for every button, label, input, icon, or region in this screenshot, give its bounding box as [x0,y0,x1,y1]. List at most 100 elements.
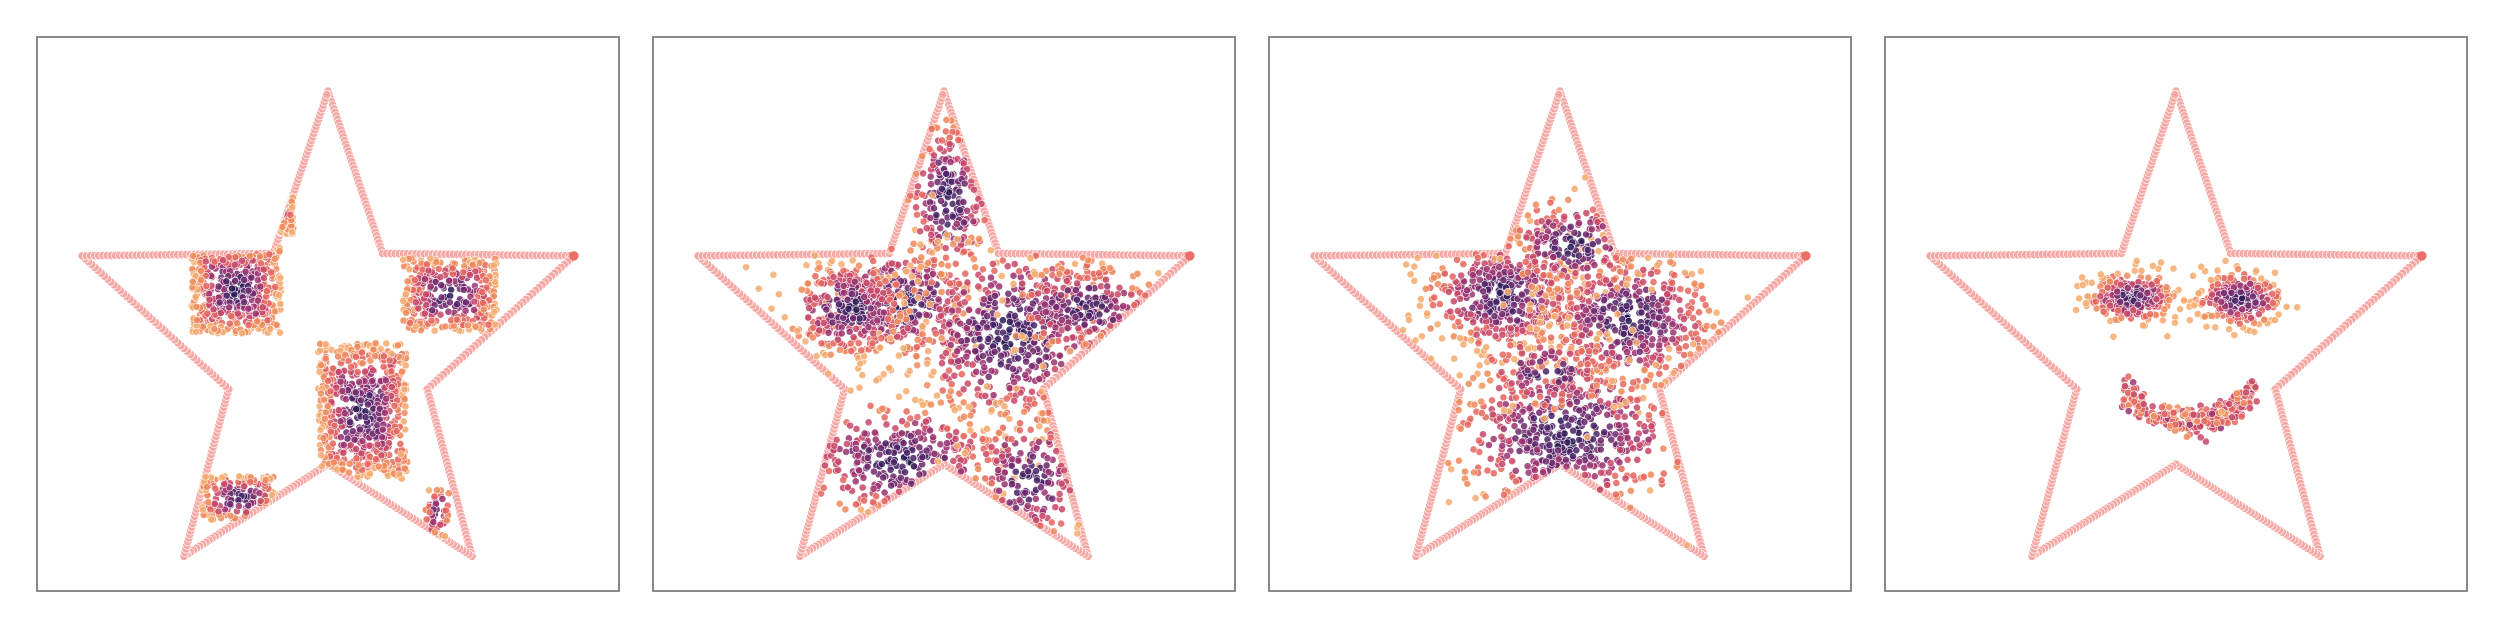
scatter-point [334,352,342,361]
scatter-point [937,270,946,278]
scatter-point [399,316,408,325]
scatter-point [462,298,470,307]
scatter-point [983,382,991,391]
scatter-point [985,355,994,364]
scatter-point [205,295,214,304]
scatter-point [390,401,399,410]
scatter-point [256,252,265,261]
scatter-point [1026,254,1035,263]
scatter-point [214,507,223,516]
scatter-point [955,187,964,196]
scatter-point [399,296,407,305]
scatter-point [987,273,995,282]
scatter-point [320,395,329,404]
scatter-point [841,505,850,514]
scatter-point [974,465,983,473]
scatter-point [317,361,325,370]
scatter-point [1018,279,1027,288]
scatter-point [880,497,889,505]
scatter-point [337,433,345,442]
scatter-point [767,304,776,313]
scatter-point [1074,324,1083,333]
scatter-point [994,335,1003,344]
scatter-point [960,247,969,256]
scatter-point [947,380,956,388]
scatter-point [959,385,968,394]
scatter-point [336,377,345,386]
scatter-point [1001,343,1010,352]
scatter-point [1034,313,1042,322]
scatter-point [899,344,908,353]
scatter-point [1145,280,1153,289]
scatter-point [1006,318,1014,326]
scatter-point [942,116,951,124]
scatter-point [839,476,848,484]
scatter-point [363,460,372,468]
scatter-point [960,449,969,458]
scatter-point [1007,462,1016,470]
scatter-point [954,357,962,365]
scatter-point [987,479,996,488]
scatter-point [375,404,384,413]
scatter-point [1010,260,1019,268]
scatter-point [908,272,916,281]
scatter-point [376,345,385,353]
scatter-point [825,467,833,475]
scatter-point [244,304,253,313]
scatter-point [396,440,405,448]
scatter-point [959,159,968,168]
scatter-point [1084,256,1093,265]
scatter-point [879,473,888,482]
scatter-point [1015,496,1024,504]
scatter-point [950,406,959,414]
scatter-point [446,292,454,300]
scatter-point [912,352,921,361]
scatter-point [406,319,415,327]
scatter-point [470,306,478,314]
scatter-point [328,439,337,448]
scatter-point [948,288,957,297]
scatter-point [839,282,848,290]
scatter-point [1103,282,1112,291]
scatter-point [858,371,867,379]
scatter-point [828,318,837,327]
scatter-points [742,116,1163,538]
scatter-point [352,445,360,453]
scatter-point [952,220,961,228]
scatter-point [374,462,383,471]
scatter-point [1056,351,1064,360]
scatter-point [369,345,378,354]
scatter-plot-1 [77,86,579,561]
scatter-point [479,305,488,314]
scatter-point [1037,387,1046,396]
scatter-point [288,228,296,236]
scatter-point [900,299,909,307]
scatter-point [855,314,864,323]
scatter-point [975,235,983,243]
scatter-point [905,307,914,316]
scatter-point [971,474,980,483]
scatter-point [1060,466,1069,475]
scatter-point [1112,303,1121,312]
boundary-endpoint [1185,251,1195,261]
scatter-point [438,495,447,503]
scatter-point [397,450,405,459]
scatter-point [913,210,921,219]
scatter-point [950,371,959,380]
scatter-point [953,331,962,340]
scatter-point [1044,468,1053,476]
scatter-point [242,508,251,517]
scatter-point [930,151,938,160]
scatter-point [1005,498,1014,507]
star-boundary [1309,86,1811,561]
scatter-point [996,360,1005,369]
scatter-point [342,395,350,404]
scatter-point [975,335,984,343]
scatter-point [403,277,412,286]
scatter-point [365,391,374,400]
scatter-point [210,500,219,508]
scatter-point [819,319,828,327]
scatter-point [855,383,864,392]
scatter-point [1085,284,1094,292]
scatter-point [1000,468,1009,477]
